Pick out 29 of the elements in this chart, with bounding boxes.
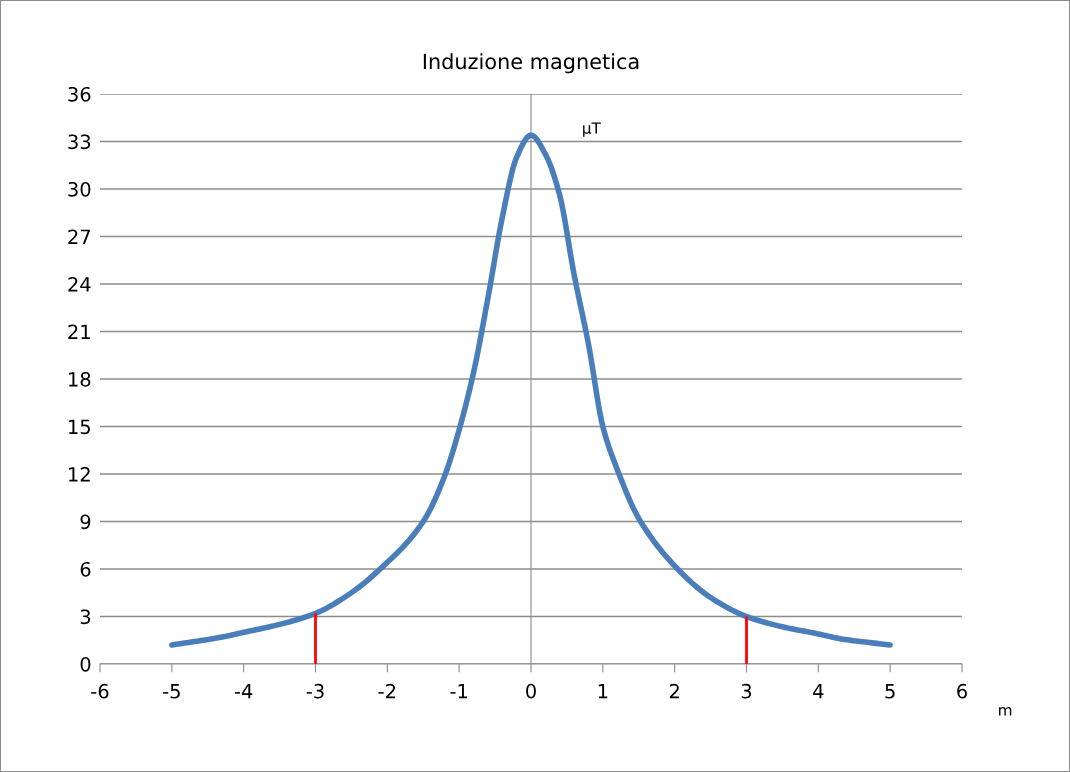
y-tick-label: 27 [68,229,90,244]
chart-title: Induzione magnetica [423,53,639,74]
y-tick-label: 30 [68,181,91,197]
x-tick-label: 6 [957,683,967,699]
y-tick-label: 0 [80,656,91,672]
y-tick-label: 36 [68,86,91,102]
y-tick-label: 9 [80,514,91,530]
y-tick-label: 6 [80,561,91,577]
x-tick-label: -1 [450,684,468,699]
x-tick-label: 1 [598,684,608,699]
x-tick-label: 3 [741,683,752,699]
y-tick-label: 12 [69,466,90,482]
y-tick-label: 33 [68,134,91,150]
x-tick-label: -2 [378,683,396,699]
y-tick-label: 18 [69,371,91,387]
x-tick-label: -6 [91,683,109,699]
x-tick-label: -4 [234,684,253,699]
y-axis-title: μT [583,122,601,137]
x-tick-label: 4 [813,684,824,699]
x-tick-label: 2 [669,683,679,699]
y-tick-label: 24 [68,276,91,292]
x-tick-label: 0 [526,683,536,699]
x-axis-title: m [999,706,1012,716]
y-tick-label: 21 [68,324,90,339]
y-tick-label: 15 [69,419,90,435]
x-tick-label: -3 [306,683,324,699]
y-tick-label: 3 [80,609,91,625]
x-tick-label: 5 [885,684,895,699]
x-tick-label: -5 [163,684,180,699]
